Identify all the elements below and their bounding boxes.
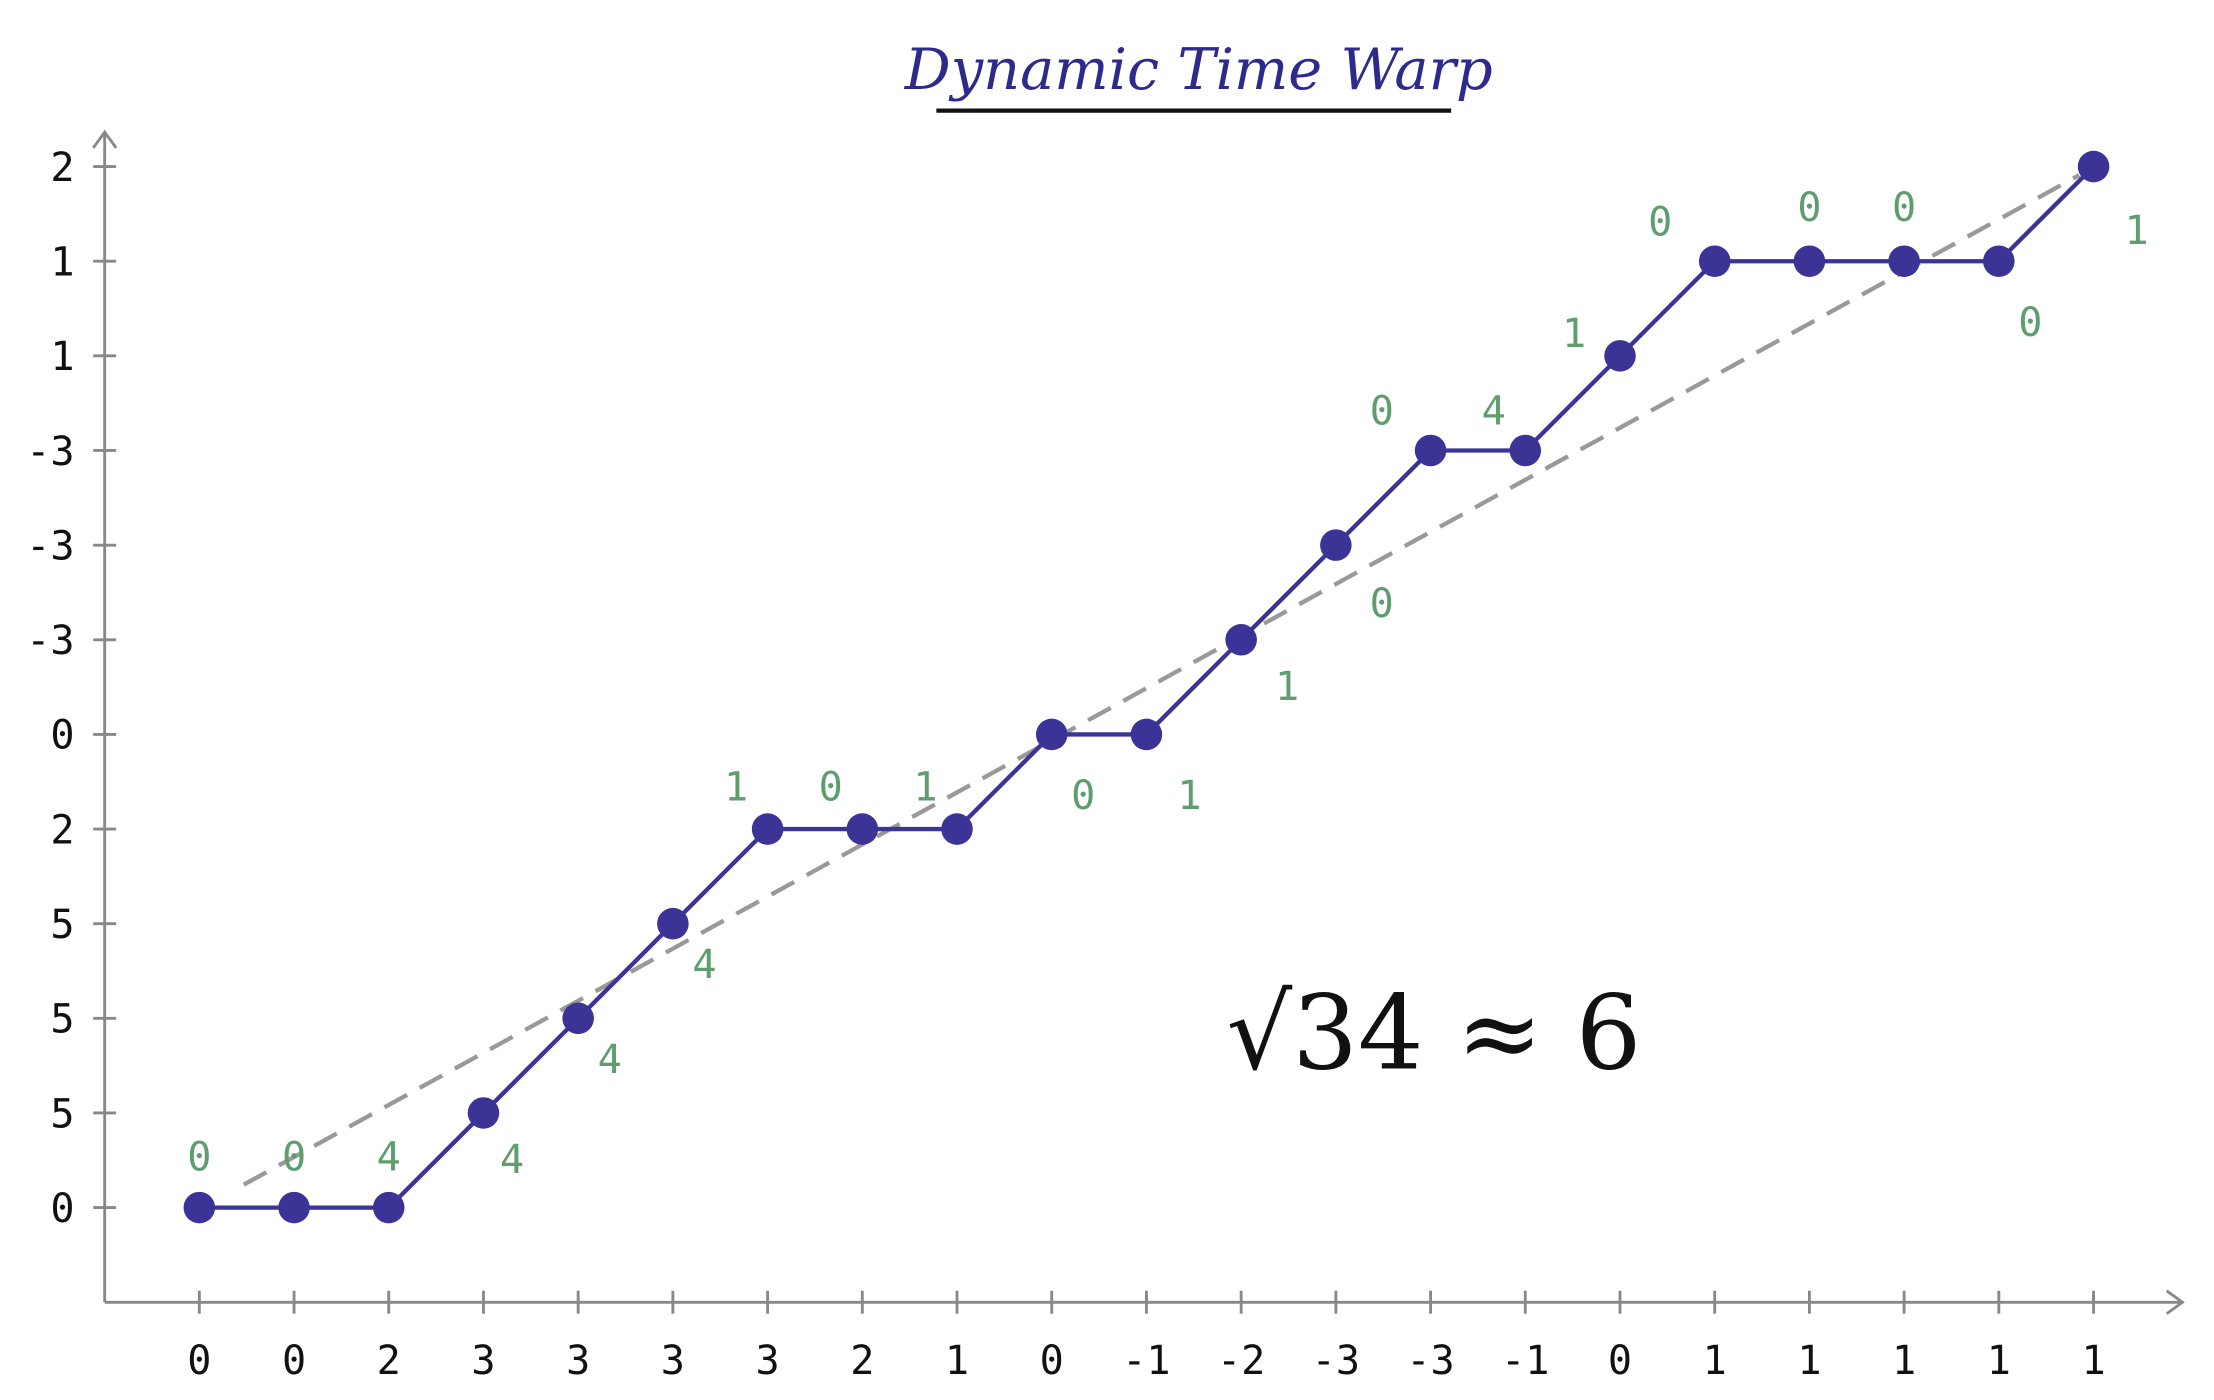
y-label: 0 [50, 713, 74, 759]
x-label: 3 [471, 1338, 495, 1384]
title: Dynamic Time Warp [904, 36, 1493, 103]
cost-label: 1 [1275, 664, 1299, 710]
y-label: 2 [50, 807, 74, 853]
y-label: -3 [26, 429, 74, 475]
cost-label: 4 [1482, 389, 1506, 435]
path-node [372, 1191, 405, 1224]
path-node [1225, 624, 1257, 656]
path-node [941, 813, 973, 845]
x-label: 2 [377, 1338, 401, 1384]
path-node [183, 1191, 216, 1224]
path-node [1888, 245, 1920, 277]
path-node [467, 1097, 500, 1129]
marks: 0 0 2 3 3 3 3 2 1 0 -1 -2 -3 -3 -1 0 1 1 1 1 1 0 5 5 5 2 0 -3 -3 -3 1 1… [26, 145, 2148, 1384]
x-label: -1 [1122, 1338, 1170, 1384]
x-label: 1 [2081, 1338, 2105, 1384]
x-label: 1 [1797, 1338, 1821, 1384]
path-node [1604, 340, 1636, 372]
cost-label: 1 [2124, 208, 2148, 254]
x-label: 3 [566, 1338, 590, 1384]
diagonal-reference [242, 173, 2081, 1187]
cost-label: 1 [1562, 311, 1586, 357]
cost-label: 0 [819, 764, 843, 810]
path-node [657, 907, 689, 940]
cost-label: 1 [913, 764, 937, 810]
path-node [2077, 150, 2110, 183]
path-node [1414, 434, 1447, 467]
cost-label: 1 [1177, 773, 1201, 819]
cost-label: 0 [282, 1134, 306, 1180]
path-node [1035, 718, 1068, 751]
cost-label: 0 [1071, 773, 1095, 819]
cost-label: 0 [1892, 185, 1916, 231]
cost-label: 0 [1648, 199, 1672, 245]
y-label: 1 [50, 334, 74, 380]
x-label: -3 [1406, 1338, 1454, 1384]
path-node [846, 813, 879, 845]
annotation: √34 ≈ 6 [1226, 974, 1641, 1094]
x-label: 2 [850, 1338, 874, 1384]
x-label: 1 [945, 1338, 969, 1384]
x-label: 1 [1987, 1338, 2011, 1384]
y-label: 1 [50, 240, 74, 286]
cost-label: 0 [1370, 581, 1394, 627]
cost-label: 4 [500, 1137, 524, 1183]
y-axis-arrow [92, 129, 118, 149]
x-label: 0 [1608, 1338, 1632, 1384]
x-label: 0 [1040, 1338, 1064, 1384]
y-label: -3 [26, 523, 74, 569]
y-label: 5 [50, 997, 74, 1043]
path-node [1698, 245, 1731, 277]
x-label: 1 [1703, 1338, 1727, 1384]
y-label: 0 [50, 1186, 74, 1232]
cost-label: 0 [1797, 185, 1821, 231]
path-node [1320, 529, 1352, 561]
x-axis-arrow [2165, 1289, 2185, 1315]
path-node [1509, 434, 1542, 467]
x-label: 0 [282, 1338, 306, 1384]
path-node [278, 1191, 310, 1224]
cost-label: 0 [1370, 389, 1394, 435]
cost-label: 4 [377, 1134, 401, 1180]
path-node [1130, 718, 1163, 751]
x-label: 3 [661, 1338, 685, 1384]
x-label: -1 [1501, 1338, 1549, 1384]
cost-label: 4 [692, 942, 716, 988]
cost-label: 1 [724, 764, 748, 810]
x-label: 0 [187, 1338, 211, 1384]
cost-label: 0 [2018, 300, 2042, 346]
cost-label: 0 [187, 1134, 211, 1180]
path-node [1983, 245, 2015, 277]
y-label: 5 [50, 1091, 74, 1137]
y-label: 5 [50, 902, 74, 948]
path-node [562, 1002, 594, 1035]
y-label: 2 [50, 145, 74, 191]
x-label: -3 [1312, 1338, 1360, 1384]
y-label: -3 [26, 618, 74, 664]
path-node [751, 813, 784, 845]
path-node [1793, 245, 1826, 277]
x-label: 1 [1892, 1338, 1916, 1384]
x-label: 3 [756, 1338, 780, 1384]
x-label: -2 [1217, 1338, 1265, 1384]
cost-label: 4 [598, 1037, 622, 1083]
